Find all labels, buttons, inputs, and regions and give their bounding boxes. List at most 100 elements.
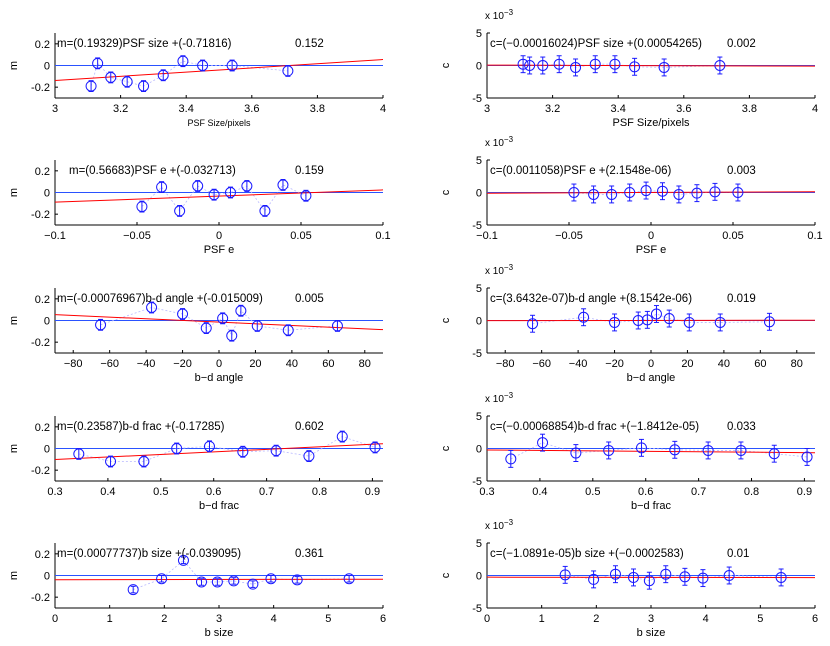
fit-value: 0.152 <box>295 38 324 50</box>
point-marker <box>714 316 726 328</box>
data-point <box>658 58 670 77</box>
point-marker <box>291 574 303 586</box>
point-marker <box>224 187 236 198</box>
data-point <box>641 310 653 329</box>
x-tick-label: −0.1 <box>476 230 498 242</box>
point-marker <box>629 61 641 73</box>
data-point <box>105 71 117 84</box>
fit-equation: c=(0.0011058)PSF e +(2.1548e-06) <box>490 165 672 177</box>
x-tick-label: −0.05 <box>123 230 151 242</box>
y-tick-label: -0.2 <box>31 337 50 349</box>
x-axis-label: PSF e <box>636 244 667 256</box>
point-marker <box>270 445 282 457</box>
x-tick-label: −60 <box>100 358 119 370</box>
x-tick-label: 2 <box>593 613 599 625</box>
y-axis-label: m <box>8 571 20 580</box>
x-tick-label: 0 <box>484 613 490 625</box>
fit-value: 0.002 <box>727 38 756 50</box>
chart-panel-3: −0.1 −0.05 0 0.05 0.1 0.2 0 -0.2 PSF e m m=(0.5668… <box>8 160 391 256</box>
point-marker <box>157 69 169 81</box>
data-point <box>801 448 813 466</box>
data-point <box>524 56 536 75</box>
x-tick-label: 80 <box>359 358 371 370</box>
point-marker <box>331 320 343 332</box>
data-point <box>136 200 148 213</box>
point-marker <box>606 188 618 200</box>
y-tick-label: 5 <box>476 411 482 423</box>
fit-value: 0.602 <box>295 421 324 433</box>
y-tick-label: -5 <box>472 603 482 615</box>
data-point <box>73 448 85 460</box>
data-point <box>303 450 315 462</box>
x-tick-label: 3.2 <box>113 103 128 115</box>
x-tick-label: 0 <box>648 230 654 242</box>
point-marker <box>251 320 263 332</box>
data-point <box>241 180 253 192</box>
x-tick-label: 60 <box>754 358 766 370</box>
point-marker <box>768 448 780 460</box>
point-marker <box>146 302 158 313</box>
data-point <box>775 568 787 587</box>
x-tick-label: 0.8 <box>312 486 327 498</box>
data-point <box>606 185 618 204</box>
point-marker <box>92 57 104 69</box>
data-point <box>196 576 208 588</box>
x-tick-label: 0.6 <box>206 486 221 498</box>
data-point <box>635 438 647 457</box>
point-marker <box>763 316 775 328</box>
point-marker <box>650 308 662 320</box>
data-point <box>732 183 744 202</box>
y-tick-label: -0.2 <box>31 82 50 94</box>
data-point <box>343 573 355 585</box>
point-marker <box>641 314 653 326</box>
x-tick-label: 3.8 <box>742 103 757 115</box>
fit-value: 0.005 <box>295 293 324 305</box>
y-tick-label: 0.2 <box>35 422 50 434</box>
x-axis-label: b−d frac <box>631 500 672 512</box>
point-marker <box>658 61 670 73</box>
y-axis-label: m <box>8 316 20 325</box>
data-point <box>156 181 168 193</box>
point-marker <box>177 55 189 67</box>
point-marker <box>578 311 590 323</box>
data-point <box>656 182 668 201</box>
fit-value: 0.033 <box>727 421 756 433</box>
data-point <box>673 185 685 204</box>
data-point <box>211 576 223 588</box>
chart-panel-4: −0.1 −0.05 0 0.05 0.1 5 0 -5 PSF e c x 10−3 c=(0.00… <box>440 135 823 256</box>
x-tick-label: 0.1 <box>375 230 390 242</box>
point-marker <box>105 456 117 467</box>
data-point <box>763 312 775 331</box>
data-point <box>629 57 641 76</box>
fit-equation: m=(0.00077737)b size +(-0.039095) <box>57 548 241 560</box>
data-point <box>570 58 582 77</box>
data-point <box>203 440 215 453</box>
x-tick-label: 3.4 <box>611 103 626 115</box>
point-marker <box>228 575 240 587</box>
fit-equation: m=(0.19329)PSF size +(-0.71816) <box>57 38 232 50</box>
data-point <box>121 75 133 88</box>
point-marker <box>136 201 148 213</box>
point-marker <box>697 572 709 584</box>
y-axis-label: m <box>8 61 20 70</box>
x-tick-label: −20 <box>605 358 624 370</box>
data-point <box>589 55 601 74</box>
data-point <box>609 313 621 332</box>
y-tick-label: -5 <box>472 93 482 105</box>
point-marker <box>196 576 208 588</box>
x-tick-label: 3 <box>648 613 654 625</box>
x-tick-label: 2 <box>161 613 167 625</box>
x-tick-label: 0.8 <box>744 486 759 498</box>
x-tick-label: −20 <box>173 358 192 370</box>
x-tick-label: −80 <box>64 358 83 370</box>
x-axis-label: b size <box>205 627 234 639</box>
point-marker <box>203 440 215 452</box>
y-tick-label: 0 <box>476 61 482 73</box>
chart-panel-5: −80 −60 −40 −20 0 20 40 60 80 0.2 0 -0.2 b−d angle m m… <box>8 288 383 384</box>
data-point <box>259 205 271 217</box>
exponent-label: x 10−3 <box>485 518 514 532</box>
x-tick-label: 4 <box>380 103 386 115</box>
point-marker <box>105 71 117 83</box>
data-point <box>228 575 240 587</box>
